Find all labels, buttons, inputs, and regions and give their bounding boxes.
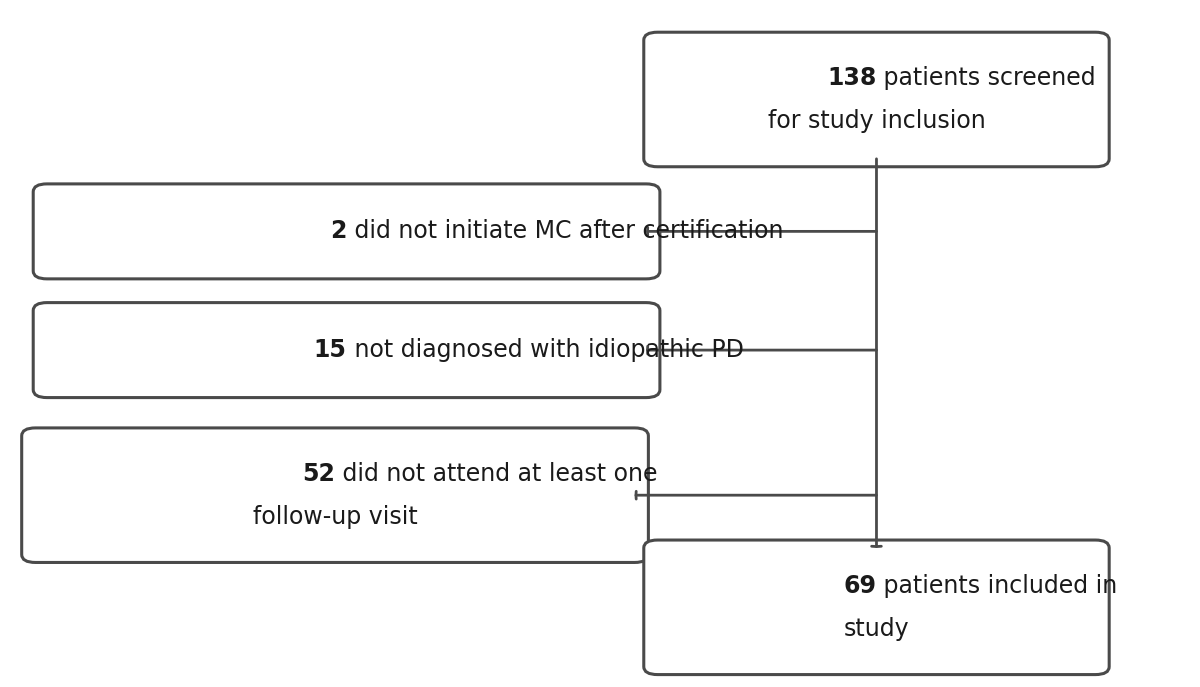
Text: did not attend at least one: did not attend at least one	[335, 462, 658, 486]
FancyBboxPatch shape	[34, 184, 660, 279]
Text: 138: 138	[827, 66, 876, 90]
Text: did not initiate MC after certification: did not initiate MC after certification	[347, 219, 784, 243]
FancyBboxPatch shape	[643, 540, 1109, 675]
Text: follow-up visit: follow-up visit	[253, 505, 418, 528]
Text: patients screened: patients screened	[876, 66, 1096, 90]
FancyBboxPatch shape	[34, 302, 660, 398]
Text: not diagnosed with idiopathic PD: not diagnosed with idiopathic PD	[347, 338, 744, 362]
Text: 2: 2	[330, 219, 347, 243]
Text: for study inclusion: for study inclusion	[768, 109, 985, 133]
FancyBboxPatch shape	[643, 32, 1109, 167]
Text: patients included in: patients included in	[876, 574, 1117, 598]
Text: study: study	[844, 617, 910, 641]
FancyBboxPatch shape	[22, 428, 648, 563]
Text: 69: 69	[844, 574, 876, 598]
Text: 52: 52	[302, 462, 335, 486]
Text: 15: 15	[313, 338, 347, 362]
